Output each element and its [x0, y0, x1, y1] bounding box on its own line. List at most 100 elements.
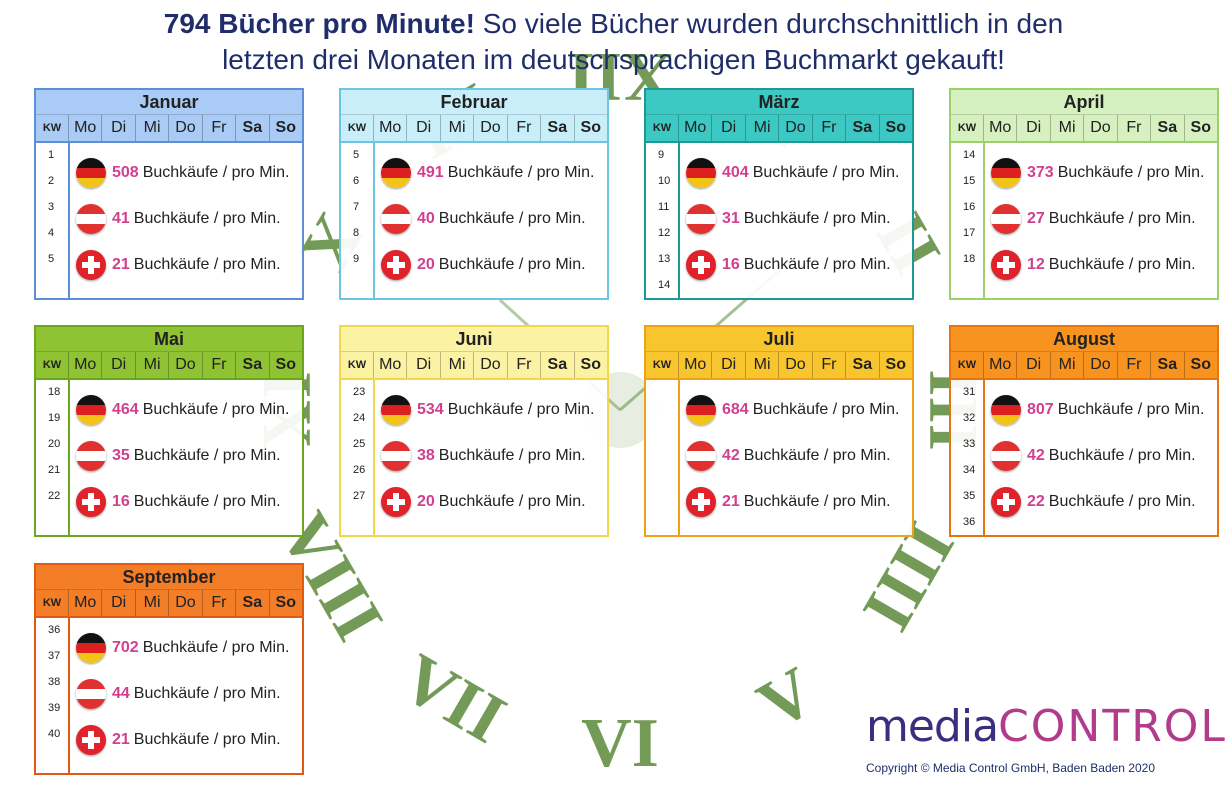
- day-header: Sa: [235, 115, 268, 141]
- day-header: Mo: [68, 115, 101, 141]
- week-number: [646, 431, 678, 457]
- unit-label: Buchkäufe / pro Min.: [142, 164, 290, 181]
- calendar-7: August KW Mo Di Mi Do Fr Sa So 31 32 33 34 35 36 807…: [949, 325, 1219, 537]
- day-header: Sa: [540, 352, 573, 378]
- unit-label: Buchkäufe / pro Min.: [752, 164, 900, 181]
- stat-row-ch: 12 Buchkäufe / pro Min.: [991, 242, 1217, 288]
- month-name: April: [951, 90, 1217, 115]
- purchase-value: 702: [112, 639, 139, 656]
- month-name: Juni: [341, 327, 607, 352]
- day-header: Mi: [439, 115, 473, 141]
- purchase-value: 21: [722, 493, 740, 510]
- stats: 464 Buchkäufe / pro Min. 35 Buchkäufe / …: [76, 387, 302, 525]
- stat-row-at: 42 Buchkäufe / pro Min.: [686, 433, 912, 479]
- stat-row-at: 27 Buchkäufe / pro Min.: [991, 196, 1217, 242]
- unit-label: Buchkäufe / pro Min.: [743, 256, 891, 273]
- day-header: Sa: [235, 590, 268, 616]
- day-header-row: KW Mo Di Mi Do Fr Sa So: [341, 115, 607, 143]
- day-header: So: [573, 352, 607, 378]
- purchase-value: 22: [1027, 493, 1045, 510]
- flag-at-icon: [76, 204, 106, 234]
- unit-label: Buchkäufe / pro Min.: [1048, 210, 1196, 227]
- purchase-value: 44: [112, 685, 130, 702]
- day-header: Di: [406, 115, 439, 141]
- stats: 534 Buchkäufe / pro Min. 38 Buchkäufe / …: [381, 387, 607, 525]
- clock-numeral: VI: [581, 705, 659, 782]
- purchase-value: 491: [417, 164, 444, 181]
- unit-label: Buchkäufe / pro Min.: [438, 493, 586, 510]
- week-number: 38: [48, 676, 61, 688]
- day-header: Di: [101, 115, 134, 141]
- week-column: [646, 379, 680, 535]
- day-header: Sa: [540, 115, 573, 141]
- stat-row-de: 373 Buchkäufe / pro Min.: [991, 150, 1217, 196]
- purchase-value: 684: [722, 401, 749, 418]
- week-column: 23 24 25 26 27: [341, 379, 375, 535]
- calendar-0: Januar KW Mo Di Mi Do Fr Sa So 1 2 3 4 5 508 Buchkä…: [34, 88, 304, 300]
- month-name: Februar: [341, 90, 607, 115]
- clock-numeral: V: [746, 653, 828, 745]
- unit-label: Buchkäufe / pro Min.: [133, 493, 281, 510]
- day-header: Mo: [68, 352, 101, 378]
- title-highlight: 794 Bücher pro Minute!: [163, 8, 475, 39]
- week-number: 18: [48, 386, 61, 398]
- day-header: Sa: [1150, 352, 1183, 378]
- unit-label: Buchkäufe / pro Min.: [438, 210, 586, 227]
- day-header: Mi: [134, 115, 168, 141]
- day-header: Mi: [134, 590, 168, 616]
- purchase-value: 41: [112, 210, 130, 227]
- day-header-row: KW Mo Di Mi Do Fr Sa So: [646, 115, 912, 143]
- unit-label: Buchkäufe / pro Min.: [1057, 401, 1205, 418]
- stats: 702 Buchkäufe / pro Min. 44 Buchkäufe / …: [76, 625, 302, 763]
- purchase-value: 20: [417, 493, 435, 510]
- day-header: Mo: [68, 590, 101, 616]
- flag-ch-icon: [381, 250, 411, 280]
- week-number: 1: [48, 149, 55, 161]
- purchase-value: 12: [1027, 256, 1045, 273]
- calendar-body: 684 Buchkäufe / pro Min. 42 Buchkäufe / …: [646, 379, 912, 535]
- day-header: Do: [778, 352, 811, 378]
- day-header: Fr: [201, 590, 235, 616]
- week-number: 16: [963, 201, 976, 213]
- purchase-value: 16: [722, 256, 740, 273]
- flag-de-icon: [381, 158, 411, 188]
- unit-label: Buchkäufe / pro Min.: [447, 401, 595, 418]
- unit-label: Buchkäufe / pro Min.: [133, 210, 281, 227]
- purchase-value: 31: [722, 210, 740, 227]
- flag-ch-icon: [76, 725, 106, 755]
- stat-row-de: 534 Buchkäufe / pro Min.: [381, 387, 607, 433]
- stats: 684 Buchkäufe / pro Min. 42 Buchkäufe / …: [686, 387, 912, 525]
- purchase-value: 42: [1027, 447, 1045, 464]
- unit-label: Buchkäufe / pro Min.: [1048, 447, 1196, 464]
- unit-label: Buchkäufe / pro Min.: [142, 639, 290, 656]
- calendar-3: April KW Mo Di Mi Do Fr Sa So 14 15 16 17 18 373 Bu…: [949, 88, 1219, 300]
- day-header: So: [1183, 352, 1217, 378]
- week-number: 21: [48, 464, 61, 476]
- stat-row-at: 44 Buchkäufe / pro Min.: [76, 671, 302, 717]
- title-line2: letzten drei Monaten im deutschsprachige…: [222, 44, 1005, 75]
- flag-de-icon: [381, 395, 411, 425]
- flag-ch-icon: [76, 250, 106, 280]
- flag-ch-icon: [991, 250, 1021, 280]
- week-number: 17: [963, 227, 976, 239]
- week-column: 5 6 7 8 9: [341, 142, 375, 298]
- day-header: Mi: [134, 352, 168, 378]
- calendar-body: 9 10 11 12 13 14 404 Buchkäufe / pro Min. 31 …: [646, 142, 912, 298]
- day-header: Mi: [439, 352, 473, 378]
- day-header: Di: [1016, 352, 1049, 378]
- week-number: 24: [353, 412, 366, 424]
- stat-row-ch: 20 Buchkäufe / pro Min.: [381, 242, 607, 288]
- week-number: 35: [963, 490, 976, 502]
- unit-label: Buchkäufe / pro Min.: [133, 447, 281, 464]
- week-number: 7: [353, 201, 360, 213]
- day-header: Do: [168, 590, 201, 616]
- flag-ch-icon: [991, 487, 1021, 517]
- day-header: Do: [1083, 352, 1116, 378]
- day-header: Fr: [506, 352, 540, 378]
- week-number: 3: [48, 201, 55, 213]
- week-number: [646, 405, 678, 431]
- day-header: So: [878, 115, 912, 141]
- week-number: [646, 457, 678, 483]
- unit-label: Buchkäufe / pro Min.: [142, 401, 290, 418]
- week-number: 12: [658, 227, 671, 239]
